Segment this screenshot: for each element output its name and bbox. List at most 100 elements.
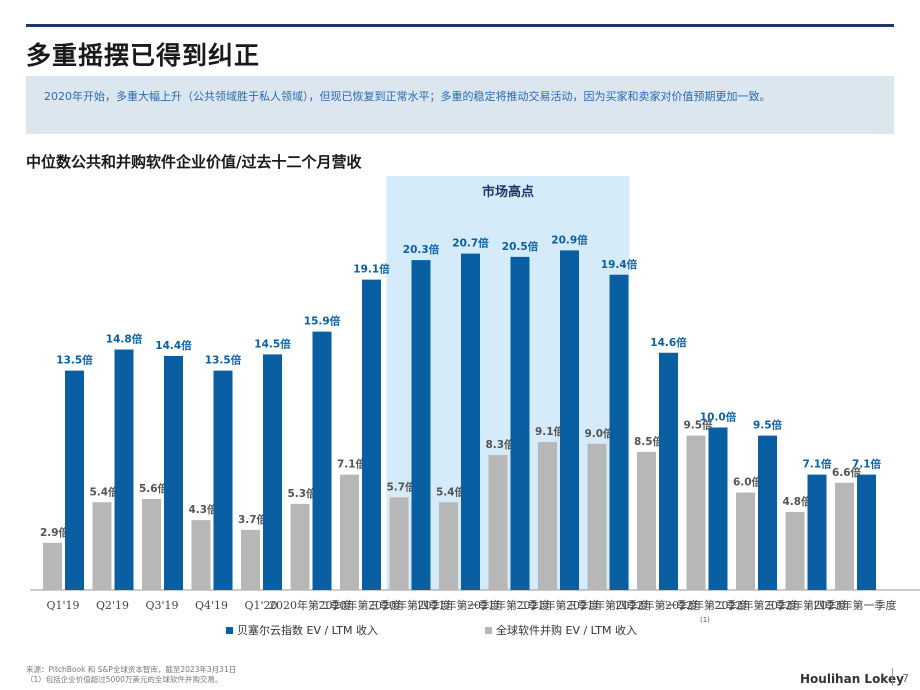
bar-cloud (411, 260, 431, 590)
bar-ma (142, 499, 161, 590)
category-label: 2020年第二季度 (269, 598, 352, 612)
chart-title: 中位数公共和并购软件企业价值/过去十二个月营收 (26, 153, 362, 171)
bar-cloud (659, 352, 678, 590)
label-cloud: 7.1倍 (852, 458, 882, 471)
bar-ma (92, 502, 112, 590)
label-cloud: 13.5倍 (205, 354, 242, 367)
bar-ma (389, 497, 409, 590)
bar-ma (488, 455, 508, 590)
bar-cloud (263, 354, 282, 590)
highlight-label: 市场高点 (482, 184, 534, 200)
legend-swatch-cloud (226, 626, 233, 634)
page-number: 7 (902, 672, 909, 685)
bar-cloud (857, 474, 876, 590)
bar-cloud (213, 370, 233, 590)
category-label: 2021年第四季度 (566, 598, 649, 612)
bar-ma (241, 529, 260, 590)
title-rule (26, 24, 894, 27)
category-label: 2021年第三季度 (517, 598, 600, 612)
source-note: 来源：PitchBook 和 S&P全球资本智库，截至2023年3月31日 (26, 665, 237, 674)
bar-cloud (362, 279, 381, 590)
label-cloud: 14.4倍 (155, 339, 192, 352)
label-ma: 4.3倍 (188, 503, 218, 516)
label-ma: 8.5倍 (634, 435, 664, 448)
label-ma: 9.0倍 (584, 427, 614, 440)
label-cloud: 10.0倍 (700, 411, 737, 424)
legend-item-ma: 全球软件并购 EV / LTM 收入 (485, 622, 637, 638)
bar-cloud (312, 331, 332, 590)
bar-ma (538, 442, 557, 590)
label-ma: 9.5倍 (683, 419, 713, 432)
footnotes: 来源：PitchBook 和 S&P全球资本智库，截至2023年3月31日 （1… (26, 665, 236, 685)
summary-box: 2020年开始，多重大幅上升（公共领域胜于私人领域），但现已恢复到正常水平；多重… (26, 76, 894, 134)
summary-text: 2020年开始，多重大幅上升（公共领域胜于私人领域），但现已恢复到正常水平；多重… (44, 90, 771, 103)
bar-ma (637, 451, 656, 590)
label-cloud: 14.6倍 (650, 336, 687, 349)
label-cloud: 20.7倍 (452, 237, 489, 250)
bar-chart: 市场高点 2.9倍 13.5倍 Q1'19 5.4倍 14.8倍 Q2'19 5.6倍 14.4… (30, 176, 920, 612)
bar-ma (736, 492, 755, 590)
category-label: Q4'19 (195, 599, 228, 612)
label-cloud: 7.1倍 (802, 458, 832, 471)
label-cloud: 14.8倍 (106, 333, 143, 346)
label-ma: 7.1倍 (337, 458, 367, 471)
bar-ma (686, 435, 706, 590)
bar-cloud (65, 370, 84, 590)
footnote-marker: (1) (700, 616, 710, 624)
category-label: 2022年第三季度 (715, 598, 798, 612)
label-ma: 3.7倍 (238, 513, 268, 526)
category-label: Q3'19 (145, 599, 178, 612)
legend-label-cloud: 贝塞尔云指数 EV / LTM 收入 (237, 624, 378, 637)
bar-ma (290, 503, 310, 590)
bar-cloud (560, 250, 579, 590)
category-label: 2020年第四季度 (368, 598, 451, 612)
bar-cloud (758, 435, 777, 590)
category-label: 2023年第一季度 (814, 598, 897, 612)
bar-ma (43, 542, 62, 590)
label-cloud: 20.5倍 (502, 240, 539, 253)
label-ma: 8.3倍 (485, 438, 515, 451)
label-ma: 4.8倍 (782, 495, 812, 508)
label-ma: 6.6倍 (832, 466, 862, 479)
bar-ma (191, 520, 211, 590)
bar-ma (835, 482, 854, 590)
label-cloud: 19.4倍 (601, 258, 638, 271)
bar-cloud (510, 256, 530, 590)
legend-item-cloud: 贝塞尔云指数 EV / LTM 收入 (226, 622, 378, 638)
bar-cloud (461, 253, 480, 590)
category-label: 2020年第三季度 (319, 598, 402, 612)
label-ma: 5.7倍 (386, 480, 416, 493)
brand-divider (892, 668, 893, 686)
bar-cloud (807, 474, 827, 590)
label-ma: 6.0倍 (733, 476, 763, 489)
legend-swatch-ma (485, 626, 492, 634)
label-ma: 5.4倍 (89, 485, 119, 498)
label-cloud: 20.3倍 (403, 243, 440, 256)
label-ma: 2.9倍 (40, 526, 70, 539)
category-label: 2022年第一季度 (616, 598, 699, 612)
category-label: Q1'20 (244, 599, 277, 612)
bar-cloud (609, 274, 629, 590)
legend-label-ma: 全球软件并购 EV / LTM 收入 (496, 624, 637, 637)
footnote-1: （1）包括企业价值超过5000万美元的全球软件并购交易。 (26, 675, 223, 684)
category-label: 2022年第四季度 (764, 598, 847, 612)
category-label: Q2'19 (96, 599, 129, 612)
label-cloud: 19.1倍 (353, 263, 390, 276)
bar-cloud (114, 349, 134, 590)
category-label: Q1'19 (46, 599, 79, 612)
label-cloud: 20.9倍 (551, 233, 588, 246)
label-cloud: 14.5倍 (254, 337, 291, 350)
label-ma: 5.6倍 (139, 482, 169, 495)
bar-ma (587, 443, 607, 590)
category-label: 2021年第一季度 (418, 598, 501, 612)
page-title: 多重摇摆已得到纠正 (26, 41, 261, 70)
bar-ma (785, 512, 805, 590)
label-cloud: 13.5倍 (56, 354, 93, 367)
label-cloud: 15.9倍 (304, 315, 341, 328)
bar-cloud (164, 356, 183, 590)
bar-cloud (708, 427, 728, 590)
label-ma: 9.1倍 (535, 425, 565, 438)
label-cloud: 9.5倍 (753, 419, 783, 432)
category-label: 2022年第二季度 (665, 598, 748, 612)
bar-ma (340, 474, 359, 590)
